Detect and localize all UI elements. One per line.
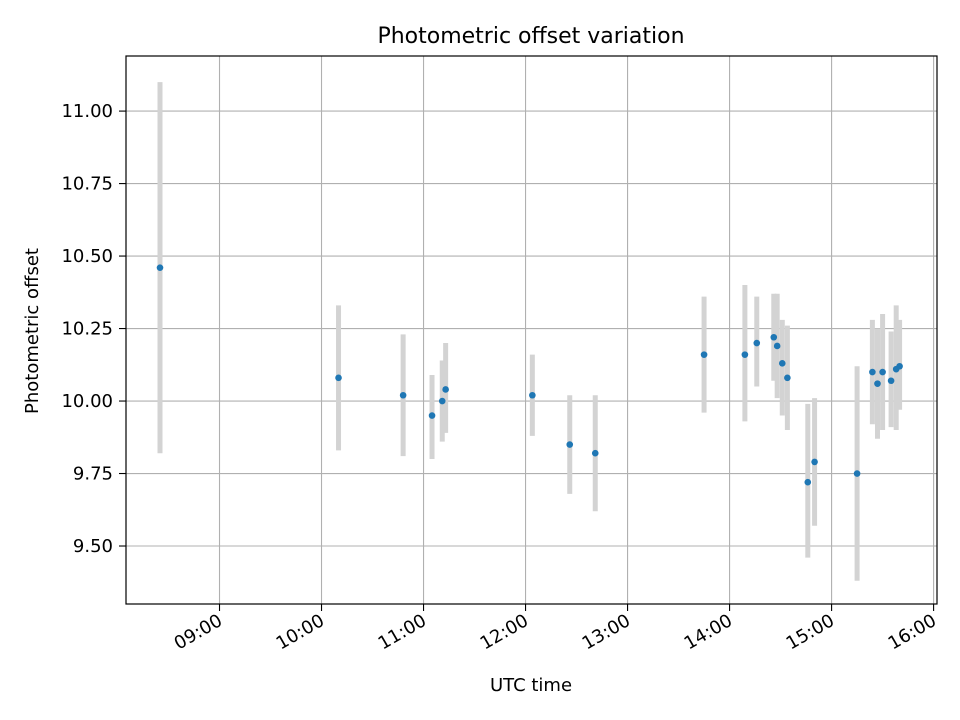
- data-point: [335, 374, 342, 382]
- data-point: [879, 368, 886, 376]
- y-axis-ticks: 9.50 9.75 10.00 10.25 10.50 10.75 11.00: [61, 101, 126, 557]
- data-point: [778, 360, 786, 367]
- data-point: [438, 397, 446, 405]
- data-point: [700, 351, 708, 358]
- data-point: [784, 374, 791, 382]
- data-point: [399, 391, 407, 399]
- data-point: [896, 362, 903, 370]
- data-point: [753, 339, 761, 347]
- data-point: [428, 412, 436, 419]
- data-point: [869, 368, 876, 376]
- data-points: [156, 264, 903, 486]
- x-axis-label: UTC time: [490, 675, 572, 696]
- data-point: [770, 333, 778, 341]
- data-point: [811, 458, 818, 466]
- data-point: [804, 478, 812, 486]
- plot-area-frame: [125, 55, 938, 605]
- data-point: [874, 380, 881, 387]
- y-tick-label: 9.50: [73, 536, 113, 557]
- data-point: [156, 264, 164, 271]
- grid: [126, 56, 937, 604]
- chart-title: Photometric offset variation: [377, 24, 684, 49]
- data-point: [853, 470, 861, 477]
- data-point: [529, 391, 536, 399]
- data-point: [442, 386, 449, 393]
- data-point: [741, 351, 749, 358]
- data-point: [591, 449, 599, 457]
- data-point: [566, 441, 574, 448]
- data-point: [773, 342, 781, 350]
- y-axis-label: Photometric offset: [22, 248, 43, 414]
- y-tick-label: 10.00: [61, 391, 113, 412]
- y-tick-label: 10.25: [61, 319, 113, 340]
- y-tick-label: 10.75: [61, 174, 113, 195]
- y-tick-label: 9.75: [73, 464, 113, 485]
- data-point: [887, 377, 895, 385]
- y-tick-label: 11.00: [61, 101, 113, 122]
- y-tick-label: 10.50: [61, 246, 113, 267]
